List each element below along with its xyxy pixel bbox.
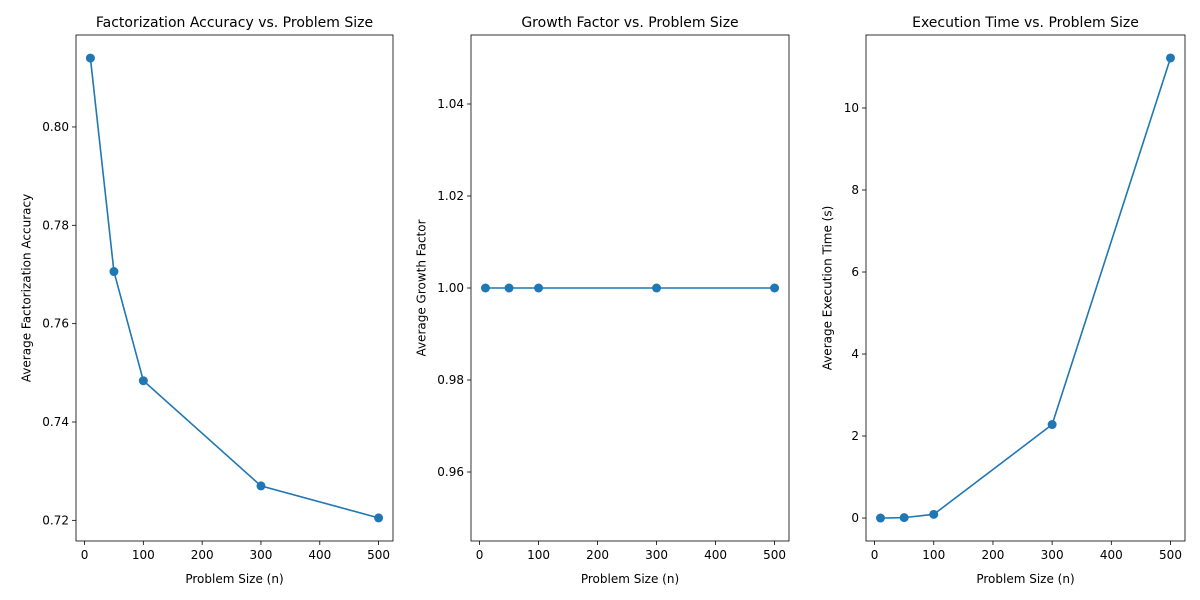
y-tick-label: 1.04: [437, 97, 464, 111]
x-tick-label: 200: [981, 548, 1004, 562]
x-tick-label: 400: [704, 548, 727, 562]
chart-title: Execution Time vs. Problem Size: [912, 15, 1139, 31]
y-tick-label: 0.76: [42, 317, 69, 331]
x-tick-label: 300: [250, 548, 273, 562]
data-point: [480, 283, 490, 293]
y-tick-label: 0.98: [437, 373, 464, 387]
data-point: [770, 283, 780, 293]
data-point: [109, 267, 119, 277]
y-tick-label: 0.72: [42, 513, 69, 527]
x-tick-label: 0: [81, 548, 89, 562]
chart-title: Factorization Accuracy vs. Problem Size: [96, 15, 373, 31]
x-tick-label: 500: [367, 548, 390, 562]
y-axis-label: Average Factorization Accuracy: [19, 194, 33, 382]
axes-frame: [470, 34, 790, 542]
charts-container: Factorization Accuracy vs. Problem Size 0…: [19, 15, 1186, 586]
data-point: [876, 513, 885, 523]
data-point: [1166, 53, 1175, 63]
x-tick-label: 500: [763, 548, 786, 562]
data-point: [899, 513, 909, 523]
data-point: [652, 283, 662, 293]
y-tick-label: 0: [851, 511, 859, 525]
y-tick-label: 0.96: [437, 465, 464, 479]
y-tick-label: 1.00: [437, 281, 464, 295]
y-tick-label: 8: [851, 183, 859, 197]
x-tick-label: 200: [191, 548, 214, 562]
data-point: [85, 53, 95, 63]
y-tick-label: 0.78: [42, 218, 69, 232]
x-axis-label: Problem Size (n): [581, 572, 679, 586]
chart-title: Growth Factor vs. Problem Size: [521, 15, 738, 31]
axes-frame: [865, 34, 1186, 542]
subplot-2: Growth Factor vs. Problem Size 0 100 200 300…: [414, 15, 790, 586]
x-tick-label: 400: [1100, 548, 1123, 562]
x-axis-label: Problem Size (n): [185, 572, 283, 586]
subplot-1: Factorization Accuracy vs. Problem Size 0…: [19, 15, 394, 586]
x-tick-label: 300: [645, 548, 668, 562]
data-point: [929, 509, 939, 519]
y-tick-label: 1.02: [437, 189, 464, 203]
data-point: [138, 376, 148, 386]
y-tick-label: 0.80: [42, 120, 69, 134]
axes-frame: [75, 34, 394, 542]
y-tick-label: 10: [844, 101, 859, 115]
data-point: [534, 283, 544, 293]
y-axis-label: Average Execution Time (s): [821, 206, 835, 371]
x-tick-label: 100: [922, 548, 945, 562]
x-tick-label: 500: [1159, 548, 1182, 562]
data-point: [504, 283, 514, 293]
x-tick-label: 400: [308, 548, 331, 562]
y-tick-label: 4: [851, 347, 859, 361]
x-tick-label: 200: [586, 548, 609, 562]
x-axis-label: Problem Size (n): [976, 572, 1074, 586]
x-tick-label: 0: [476, 548, 484, 562]
y-tick-label: 6: [851, 265, 859, 279]
x-tick-label: 300: [1041, 548, 1064, 562]
x-tick-label: 100: [132, 548, 155, 562]
y-tick-label: 0.74: [42, 415, 69, 429]
y-axis-label: Average Growth Factor: [414, 219, 428, 356]
x-tick-label: 0: [871, 548, 879, 562]
y-tick-label: 2: [851, 429, 859, 443]
data-point: [1047, 420, 1057, 430]
data-point: [374, 513, 384, 523]
x-tick-label: 100: [527, 548, 550, 562]
data-point: [256, 481, 266, 491]
